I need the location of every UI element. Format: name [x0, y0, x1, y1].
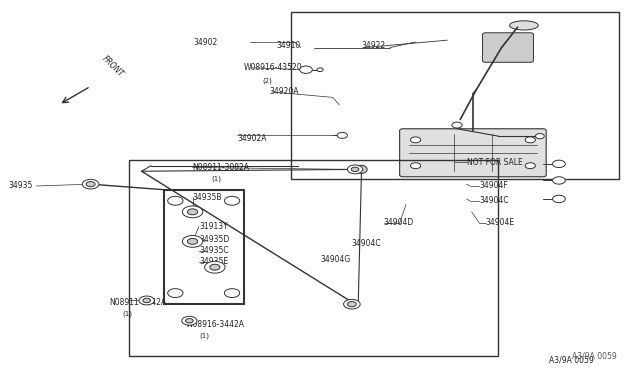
- Circle shape: [552, 160, 565, 167]
- Circle shape: [182, 316, 197, 325]
- Circle shape: [525, 163, 536, 169]
- Circle shape: [168, 196, 183, 205]
- Text: 34904D: 34904D: [384, 218, 414, 227]
- Circle shape: [225, 196, 240, 205]
- Circle shape: [182, 206, 203, 218]
- Ellipse shape: [509, 21, 538, 30]
- Text: 34904C: 34904C: [352, 239, 381, 248]
- Text: 34935C: 34935C: [199, 246, 228, 255]
- Bar: [129, 160, 499, 356]
- Text: (2): (2): [262, 77, 273, 84]
- Text: 34920A: 34920A: [269, 87, 298, 96]
- Circle shape: [348, 302, 356, 307]
- FancyBboxPatch shape: [399, 129, 546, 177]
- Circle shape: [210, 264, 220, 270]
- Text: W08916-3442A: W08916-3442A: [186, 320, 245, 329]
- Text: W08916-43520: W08916-43520: [244, 63, 302, 72]
- Text: A3/9A 0059: A3/9A 0059: [549, 355, 594, 364]
- Circle shape: [552, 195, 565, 203]
- Circle shape: [188, 209, 198, 215]
- Text: 34904E: 34904E: [486, 218, 515, 227]
- Circle shape: [452, 122, 462, 128]
- Circle shape: [552, 177, 565, 184]
- Text: 34902: 34902: [194, 38, 218, 46]
- Circle shape: [536, 134, 544, 139]
- Circle shape: [337, 132, 348, 138]
- Text: 34904G: 34904G: [320, 255, 350, 264]
- Circle shape: [317, 68, 323, 71]
- Circle shape: [300, 66, 312, 73]
- Circle shape: [410, 163, 420, 169]
- Text: 34902A: 34902A: [237, 134, 267, 142]
- Text: A3/9A 0059: A3/9A 0059: [572, 351, 616, 360]
- FancyBboxPatch shape: [483, 33, 534, 62]
- Bar: [291, 13, 620, 179]
- Text: 34935B: 34935B: [193, 193, 222, 202]
- Text: N08911-3442A: N08911-3442A: [109, 298, 167, 307]
- Circle shape: [344, 299, 360, 309]
- Circle shape: [351, 167, 359, 171]
- Circle shape: [168, 289, 183, 298]
- Text: 34935: 34935: [9, 182, 33, 190]
- Text: 34904F: 34904F: [479, 182, 508, 190]
- Circle shape: [348, 165, 363, 174]
- Text: 34910: 34910: [276, 41, 301, 50]
- Text: (1): (1): [122, 310, 132, 317]
- Text: FRONT: FRONT: [100, 54, 125, 79]
- Text: N08911-3082A: N08911-3082A: [193, 163, 250, 172]
- Circle shape: [143, 298, 150, 303]
- Ellipse shape: [356, 165, 367, 173]
- Circle shape: [525, 137, 536, 143]
- Text: NOT FOR SALE: NOT FOR SALE: [467, 157, 522, 167]
- Circle shape: [86, 182, 95, 187]
- Text: 34904C: 34904C: [479, 196, 509, 205]
- Circle shape: [139, 296, 154, 305]
- Circle shape: [83, 179, 99, 189]
- Circle shape: [188, 238, 198, 244]
- Circle shape: [182, 235, 203, 247]
- Circle shape: [410, 137, 420, 143]
- Text: 34935D: 34935D: [199, 235, 229, 244]
- Circle shape: [205, 261, 225, 273]
- Text: 31913Y: 31913Y: [199, 222, 228, 231]
- Circle shape: [186, 318, 193, 323]
- Circle shape: [225, 289, 240, 298]
- Text: (1): (1): [199, 332, 209, 339]
- Text: 34922: 34922: [362, 41, 385, 50]
- Text: (1): (1): [212, 175, 221, 182]
- Text: 34935E: 34935E: [199, 257, 228, 266]
